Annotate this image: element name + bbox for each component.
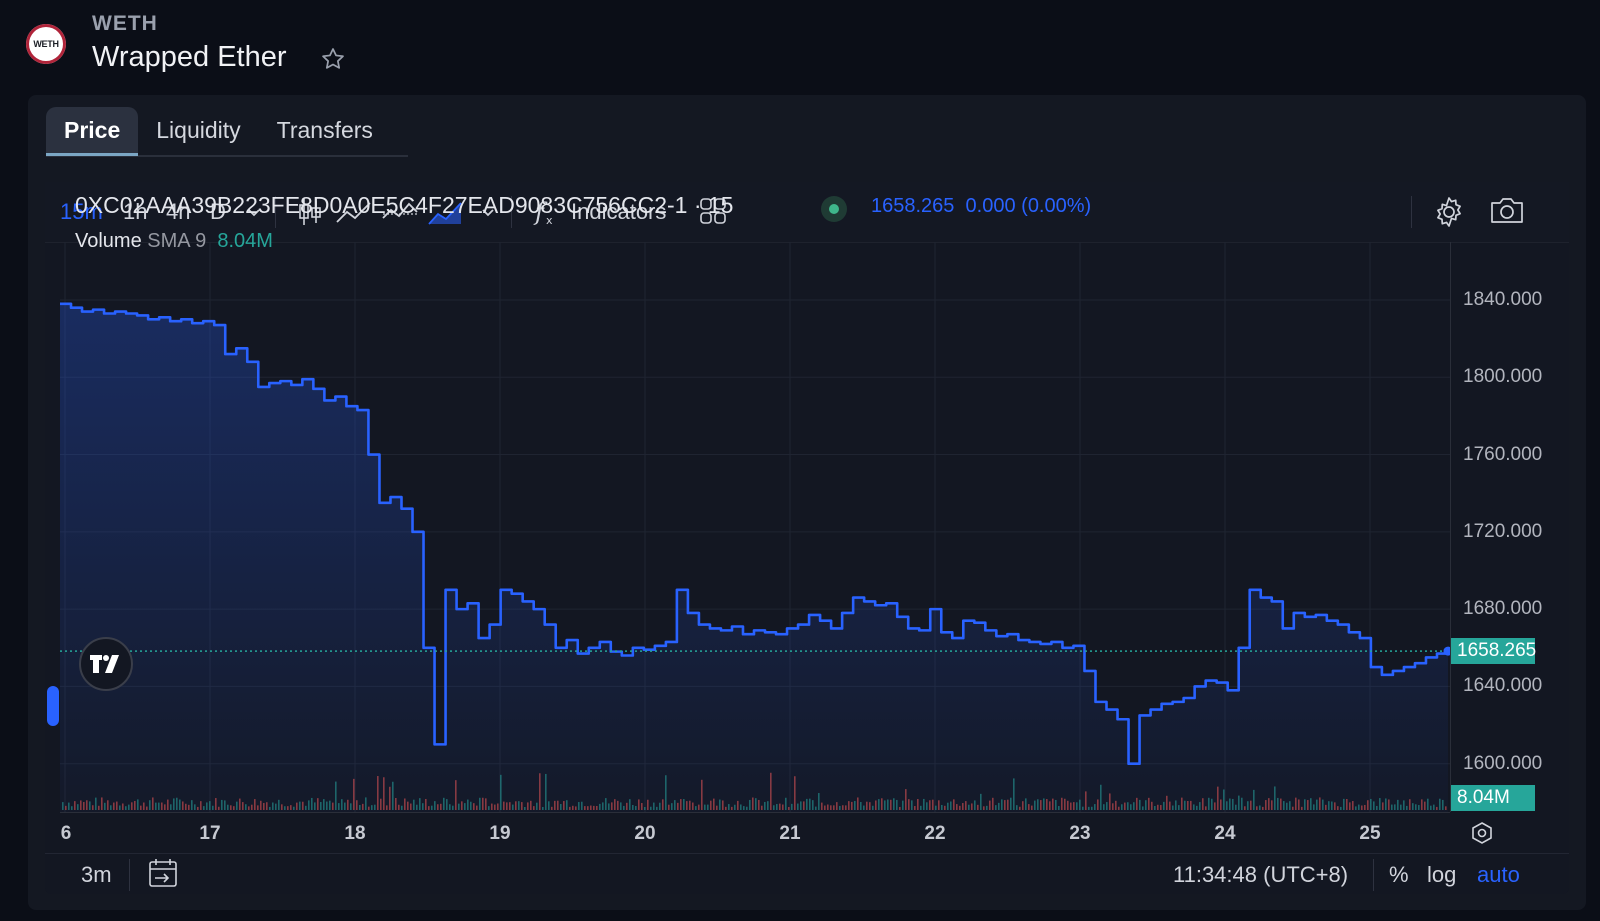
price-area	[60, 303, 1448, 812]
legend-change: 0.000 (0.00%)	[965, 195, 1092, 217]
price-tick-label: 1760.000	[1463, 443, 1543, 465]
token-logo: WETH	[26, 24, 66, 64]
sma-label: SMA 9	[147, 230, 207, 252]
tab-bar: Price Liquidity Transfers	[46, 107, 408, 157]
time-tick-label: 21	[779, 823, 801, 844]
collapse-handle[interactable]	[47, 686, 59, 726]
interval-15m[interactable]: 15m	[60, 199, 103, 224]
time-tick-label: 18	[344, 823, 366, 844]
tradingview-logo-icon[interactable]	[79, 637, 133, 691]
auto-scale-icon[interactable]	[1467, 818, 1497, 848]
tab-liquidity[interactable]: Liquidity	[156, 116, 241, 143]
auto-toggle[interactable]: auto	[1477, 861, 1520, 887]
volume-label: Volume	[75, 230, 142, 252]
time-axis[interactable]: 6 17 18 19 20 21 22 23 24 25	[60, 812, 1450, 853]
chevron-down-icon[interactable]	[477, 182, 499, 242]
log-toggle[interactable]: log	[1427, 861, 1457, 887]
token-name: Wrapped Ether	[92, 41, 287, 73]
time-tick-label: 22	[924, 823, 946, 844]
percent-toggle[interactable]: %	[1389, 861, 1409, 887]
bottom-divider	[129, 859, 130, 891]
toolbar-divider	[1411, 196, 1412, 228]
time-tick-label: 6	[60, 823, 72, 844]
volume-tag: 8.04M	[1451, 785, 1535, 811]
legend-last-price: 1658.265	[871, 195, 955, 217]
gear-icon[interactable]	[1433, 182, 1465, 242]
last-price-tag: 1658.265	[1451, 638, 1536, 665]
bottom-divider	[1373, 859, 1374, 891]
symbol-legend: 0XC02AAA39B223FE8D0A0E5C4F27EAD9083C756C…	[75, 192, 734, 218]
interval-d[interactable]: D	[210, 199, 226, 224]
camera-icon[interactable]	[1489, 182, 1525, 242]
baseline-chart-icon[interactable]	[381, 182, 419, 242]
interval-4h[interactable]: 4h	[166, 199, 191, 224]
svg-text:x: x	[546, 214, 553, 227]
price-tick-label: 1640.000	[1463, 675, 1543, 697]
toolbar-divider	[511, 196, 512, 228]
toolbar-divider	[275, 196, 276, 228]
price-axis[interactable]: 1840.000 1800.000 1760.000 1720.000 1680.000…	[1450, 242, 1561, 812]
go-to-date-icon[interactable]	[147, 854, 179, 895]
interval-1h[interactable]: 1h	[123, 199, 148, 224]
time-tick-label: 25	[1359, 823, 1381, 844]
legend-price: 1658.265 0.000 (0.00%)	[871, 195, 1091, 218]
tab-price[interactable]: Price	[46, 107, 139, 156]
time-tick-label: 24	[1214, 823, 1236, 844]
volume-value: 8.04M	[217, 230, 273, 252]
line-chart-icon[interactable]	[335, 182, 373, 242]
volume-legend: Volume SMA 9 8.04M	[75, 230, 273, 253]
price-tick-label: 1800.000	[1463, 366, 1543, 388]
price-line	[60, 302, 1450, 765]
candlestick-icon[interactable]	[297, 182, 323, 242]
price-tick-label: 1840.000	[1463, 288, 1543, 310]
indicators-button[interactable]: Indicators	[571, 199, 667, 224]
price-tick-label: 1600.000	[1463, 752, 1543, 774]
tab-transfers[interactable]: Transfers	[276, 116, 373, 143]
time-tick-label: 20	[634, 823, 656, 844]
price-chart[interactable]	[60, 242, 1450, 812]
star-icon[interactable]	[320, 46, 346, 72]
time-tick-label: 23	[1069, 823, 1091, 844]
token-symbol: WETH	[92, 12, 158, 35]
price-tick-label: 1680.000	[1463, 598, 1543, 620]
chart-bottom-bar: 3m 11:34:48 (UTC+8) % log auto	[45, 853, 1569, 895]
chevron-down-icon[interactable]	[243, 182, 265, 242]
time-tick-label: 19	[489, 823, 511, 844]
time-tick-label: 17	[199, 823, 221, 844]
range-3m[interactable]: 3m	[81, 861, 112, 887]
price-tick-label: 1720.000	[1463, 520, 1543, 542]
current-time: 11:34:48 (UTC+8)	[1173, 861, 1349, 887]
last-price-dot	[1443, 646, 1450, 656]
area-chart-icon[interactable]	[427, 182, 465, 242]
market-status-icon	[821, 196, 847, 222]
layout-grid-icon[interactable]	[699, 182, 727, 242]
